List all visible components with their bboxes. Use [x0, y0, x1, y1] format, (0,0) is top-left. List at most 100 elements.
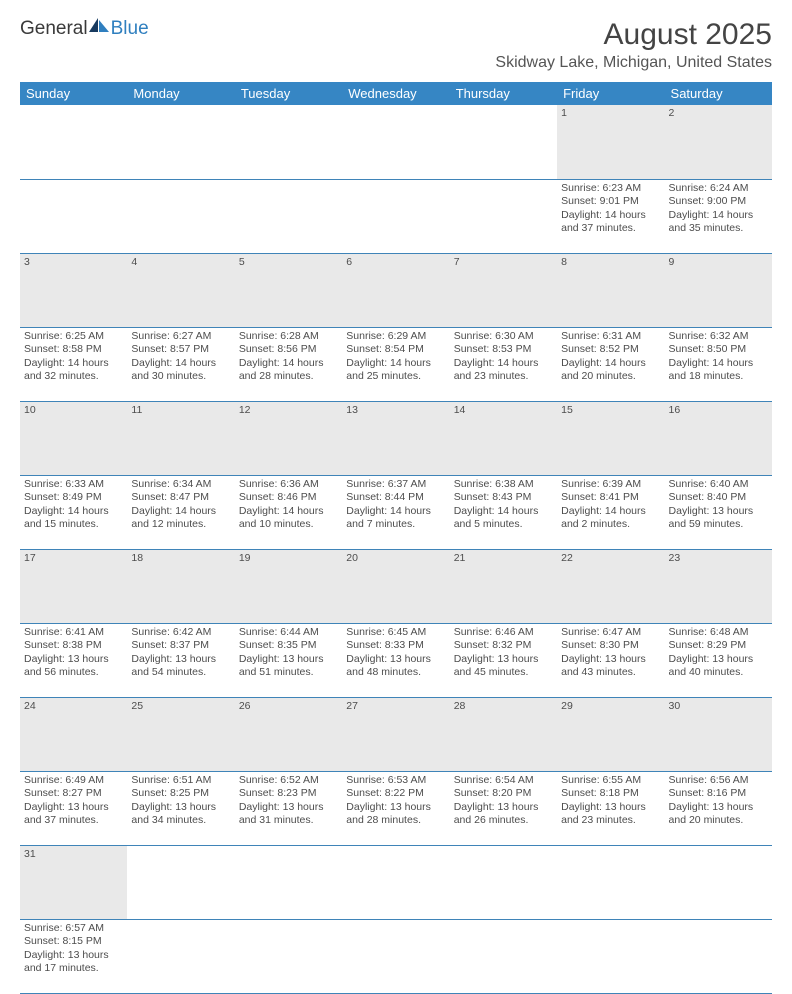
day-detail-row: Sunrise: 6:25 AMSunset: 8:58 PMDaylight:…: [20, 327, 772, 401]
cell-day2: and 37 minutes.: [561, 222, 660, 236]
day-number-cell: 8: [557, 253, 664, 327]
cell-sunrise: Sunrise: 6:39 AM: [561, 478, 660, 492]
cell-sunrise: Sunrise: 6:57 AM: [24, 922, 123, 936]
cell-day2: and 51 minutes.: [239, 666, 338, 680]
cell-day1: Daylight: 13 hours: [346, 653, 445, 667]
cell-day2: and 56 minutes.: [24, 666, 123, 680]
cell-day1: Daylight: 14 hours: [669, 209, 768, 223]
day-detail-cell: [450, 919, 557, 993]
day-number-row: 24252627282930: [20, 697, 772, 771]
weekday-header: Thursday: [450, 82, 557, 105]
cell-day1: Daylight: 14 hours: [561, 505, 660, 519]
cell-day2: and 20 minutes.: [669, 814, 768, 828]
day-number-cell: 15: [557, 401, 664, 475]
cell-day2: and 25 minutes.: [346, 370, 445, 384]
day-detail-cell: Sunrise: 6:25 AMSunset: 8:58 PMDaylight:…: [20, 327, 127, 401]
day-detail-cell: Sunrise: 6:31 AMSunset: 8:52 PMDaylight:…: [557, 327, 664, 401]
day-detail-cell: Sunrise: 6:55 AMSunset: 8:18 PMDaylight:…: [557, 771, 664, 845]
cell-day1: Daylight: 13 hours: [239, 653, 338, 667]
cell-day1: Daylight: 14 hours: [454, 505, 553, 519]
day-number-cell: 9: [665, 253, 772, 327]
day-number-row: 12: [20, 105, 772, 179]
cell-sunrise: Sunrise: 6:46 AM: [454, 626, 553, 640]
cell-sunset: Sunset: 9:00 PM: [669, 195, 768, 209]
cell-day1: Daylight: 14 hours: [346, 357, 445, 371]
day-detail-cell: Sunrise: 6:37 AMSunset: 8:44 PMDaylight:…: [342, 475, 449, 549]
day-detail-cell: [342, 179, 449, 253]
title-block: August 2025 Skidway Lake, Michigan, Unit…: [495, 18, 772, 72]
cell-day1: Daylight: 14 hours: [24, 357, 123, 371]
weekday-header: Wednesday: [342, 82, 449, 105]
day-number-cell: 5: [235, 253, 342, 327]
cell-sunrise: Sunrise: 6:53 AM: [346, 774, 445, 788]
cell-sunrise: Sunrise: 6:36 AM: [239, 478, 338, 492]
day-detail-cell: Sunrise: 6:45 AMSunset: 8:33 PMDaylight:…: [342, 623, 449, 697]
day-detail-cell: Sunrise: 6:48 AMSunset: 8:29 PMDaylight:…: [665, 623, 772, 697]
day-detail-cell: Sunrise: 6:38 AMSunset: 8:43 PMDaylight:…: [450, 475, 557, 549]
cell-sunrise: Sunrise: 6:28 AM: [239, 330, 338, 344]
day-number-cell: 30: [665, 697, 772, 771]
day-detail-cell: Sunrise: 6:24 AMSunset: 9:00 PMDaylight:…: [665, 179, 772, 253]
day-number-cell: 14: [450, 401, 557, 475]
cell-sunset: Sunset: 8:20 PM: [454, 787, 553, 801]
day-detail-cell: Sunrise: 6:54 AMSunset: 8:20 PMDaylight:…: [450, 771, 557, 845]
day-detail-cell: [127, 919, 234, 993]
day-detail-row: Sunrise: 6:33 AMSunset: 8:49 PMDaylight:…: [20, 475, 772, 549]
cell-day1: Daylight: 13 hours: [669, 505, 768, 519]
cell-sunrise: Sunrise: 6:29 AM: [346, 330, 445, 344]
cell-sunrise: Sunrise: 6:27 AM: [131, 330, 230, 344]
day-detail-cell: Sunrise: 6:57 AMSunset: 8:15 PMDaylight:…: [20, 919, 127, 993]
day-detail-cell: [342, 919, 449, 993]
cell-sunrise: Sunrise: 6:56 AM: [669, 774, 768, 788]
day-detail-cell: Sunrise: 6:23 AMSunset: 9:01 PMDaylight:…: [557, 179, 664, 253]
cell-sunrise: Sunrise: 6:34 AM: [131, 478, 230, 492]
day-detail-cell: Sunrise: 6:49 AMSunset: 8:27 PMDaylight:…: [20, 771, 127, 845]
cell-day2: and 34 minutes.: [131, 814, 230, 828]
day-number-cell: [342, 105, 449, 179]
cell-day1: Daylight: 14 hours: [239, 505, 338, 519]
day-number-cell: 13: [342, 401, 449, 475]
day-number-cell: [342, 845, 449, 919]
cell-day1: Daylight: 14 hours: [561, 209, 660, 223]
day-number-cell: 26: [235, 697, 342, 771]
day-detail-cell: Sunrise: 6:29 AMSunset: 8:54 PMDaylight:…: [342, 327, 449, 401]
day-detail-cell: Sunrise: 6:34 AMSunset: 8:47 PMDaylight:…: [127, 475, 234, 549]
cell-day1: Daylight: 13 hours: [24, 653, 123, 667]
cell-sunset: Sunset: 8:47 PM: [131, 491, 230, 505]
day-detail-cell: [20, 179, 127, 253]
day-detail-cell: Sunrise: 6:28 AMSunset: 8:56 PMDaylight:…: [235, 327, 342, 401]
weekday-header: Sunday: [20, 82, 127, 105]
calendar-head: SundayMondayTuesdayWednesdayThursdayFrid…: [20, 82, 772, 105]
day-detail-cell: Sunrise: 6:47 AMSunset: 8:30 PMDaylight:…: [557, 623, 664, 697]
cell-day1: Daylight: 13 hours: [669, 653, 768, 667]
day-detail-cell: Sunrise: 6:27 AMSunset: 8:57 PMDaylight:…: [127, 327, 234, 401]
cell-day2: and 23 minutes.: [561, 814, 660, 828]
cell-day1: Daylight: 13 hours: [669, 801, 768, 815]
day-number-cell: [665, 845, 772, 919]
cell-sunrise: Sunrise: 6:33 AM: [24, 478, 123, 492]
day-detail-cell: Sunrise: 6:42 AMSunset: 8:37 PMDaylight:…: [127, 623, 234, 697]
cell-day2: and 10 minutes.: [239, 518, 338, 532]
day-number-cell: [450, 105, 557, 179]
day-detail-cell: Sunrise: 6:52 AMSunset: 8:23 PMDaylight:…: [235, 771, 342, 845]
day-number-cell: [235, 105, 342, 179]
location: Skidway Lake, Michigan, United States: [495, 54, 772, 72]
cell-sunset: Sunset: 8:52 PM: [561, 343, 660, 357]
day-detail-cell: Sunrise: 6:41 AMSunset: 8:38 PMDaylight:…: [20, 623, 127, 697]
cell-sunrise: Sunrise: 6:24 AM: [669, 182, 768, 196]
cell-sunset: Sunset: 8:25 PM: [131, 787, 230, 801]
cell-day2: and 54 minutes.: [131, 666, 230, 680]
cell-sunset: Sunset: 8:18 PM: [561, 787, 660, 801]
cell-day2: and 28 minutes.: [346, 814, 445, 828]
day-number-cell: 2: [665, 105, 772, 179]
day-detail-cell: Sunrise: 6:33 AMSunset: 8:49 PMDaylight:…: [20, 475, 127, 549]
cell-sunrise: Sunrise: 6:32 AM: [669, 330, 768, 344]
cell-day1: Daylight: 13 hours: [454, 801, 553, 815]
day-number-cell: 28: [450, 697, 557, 771]
cell-day2: and 15 minutes.: [24, 518, 123, 532]
cell-day2: and 2 minutes.: [561, 518, 660, 532]
cell-sunset: Sunset: 8:15 PM: [24, 935, 123, 949]
cell-sunset: Sunset: 8:40 PM: [669, 491, 768, 505]
header: General Blue August 2025 Skidway Lake, M…: [20, 18, 772, 72]
cell-sunrise: Sunrise: 6:30 AM: [454, 330, 553, 344]
